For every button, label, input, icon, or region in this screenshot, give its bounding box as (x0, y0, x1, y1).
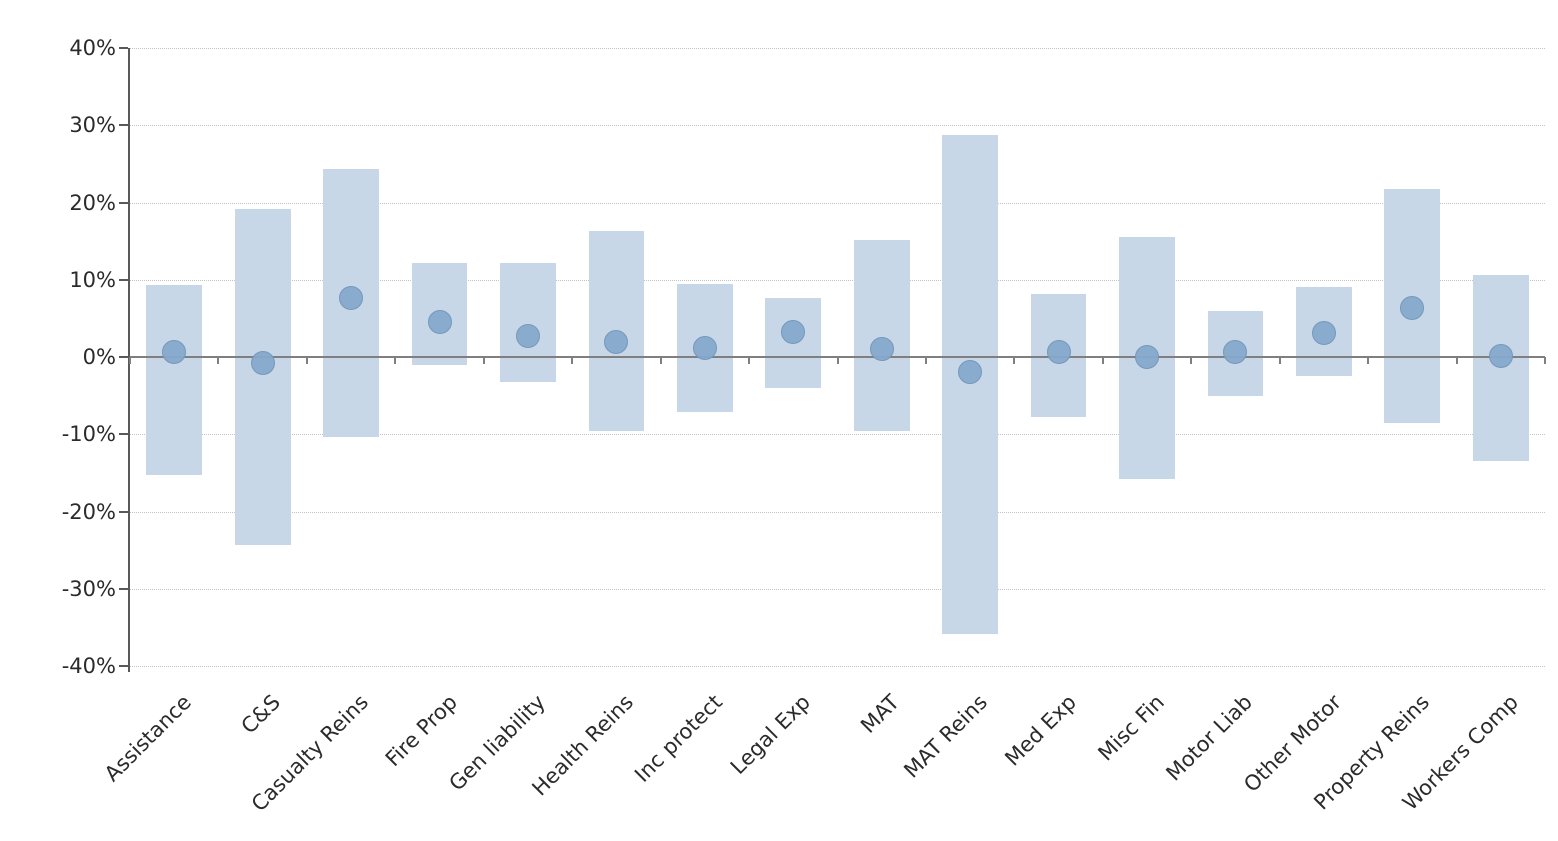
x-axis-label: MAT (855, 690, 904, 738)
y-axis-tick (119, 433, 128, 436)
zero-line-tick (1013, 357, 1016, 364)
gridline (130, 202, 1545, 204)
zero-line-tick (1101, 357, 1104, 364)
zero-line-tick (571, 357, 574, 364)
gridline (130, 588, 1545, 590)
point-marker (1311, 321, 1336, 346)
gridline (130, 279, 1545, 281)
zero-line-tick (305, 357, 308, 364)
zero-line-tick (836, 357, 839, 364)
zero-line-tick (1544, 357, 1546, 364)
gridline (130, 48, 1545, 49)
point-marker (1046, 340, 1071, 365)
point-marker (162, 340, 187, 365)
point-marker (604, 329, 629, 354)
point-marker (1400, 295, 1425, 320)
point-marker (339, 285, 364, 310)
x-axis-label: Motor Liab (1161, 690, 1258, 786)
zero-line-tick (1190, 357, 1193, 364)
gridline (130, 511, 1545, 513)
zero-line-tick (1367, 357, 1370, 364)
y-axis-label: 0% (82, 345, 116, 369)
x-axis-label: C&S (236, 690, 285, 739)
range-bar (234, 209, 291, 545)
y-axis-label: 20% (69, 190, 116, 215)
y-axis-label: 10% (69, 267, 116, 292)
x-axis-label: Legal Exp (726, 690, 816, 780)
point-marker (1135, 345, 1160, 369)
gridline (130, 125, 1545, 127)
zero-line-tick (129, 357, 131, 364)
zero-line-tick (924, 357, 927, 364)
point-marker (250, 351, 275, 376)
range-bar (853, 240, 910, 432)
y-axis-label: -30% (61, 576, 116, 601)
range-bar (146, 285, 203, 476)
zero-line-tick (217, 357, 220, 364)
point-marker (1488, 344, 1513, 369)
zero-line-tick (1278, 357, 1281, 364)
point-marker (1223, 340, 1248, 365)
point-marker (692, 335, 717, 360)
y-axis-tick (119, 587, 128, 590)
range-bar (500, 262, 556, 382)
x-axis-label: Inc protect (629, 690, 727, 787)
zero-line-tick (394, 357, 397, 364)
gridline (130, 666, 1545, 667)
point-marker (869, 336, 894, 361)
range-bar (942, 135, 998, 635)
y-axis-tick (119, 356, 128, 358)
y-axis-tick (119, 47, 128, 49)
x-axis-label: Med Exp (999, 690, 1081, 771)
y-axis-label: 30% (69, 113, 116, 138)
point-marker (427, 310, 452, 335)
y-axis-tick (119, 201, 128, 204)
y-axis-label: -10% (61, 422, 116, 447)
zero-line-tick (482, 357, 485, 364)
x-axis-label: MAT Reins (899, 690, 993, 783)
plot-area (119, 47, 1546, 672)
gridline (130, 434, 1545, 436)
y-axis-tick (119, 665, 128, 667)
point-marker (515, 324, 540, 349)
point-marker (958, 359, 983, 384)
y-axis-label: -40% (61, 654, 116, 678)
zero-line-tick (1455, 357, 1458, 364)
y-axis-tick (119, 510, 128, 513)
y-axis-label: -20% (61, 499, 116, 524)
zero-line-tick (659, 357, 662, 364)
zero-line-tick (748, 357, 751, 364)
point-marker (781, 320, 806, 345)
x-axis-label: Assistance (100, 690, 197, 787)
y-axis-tick (119, 124, 128, 127)
x-axis-label: Fire Prop (380, 690, 462, 772)
y-axis-tick (119, 278, 128, 281)
x-axis-label: Misc Fin (1093, 690, 1170, 766)
y-axis-label: 40% (69, 36, 116, 60)
